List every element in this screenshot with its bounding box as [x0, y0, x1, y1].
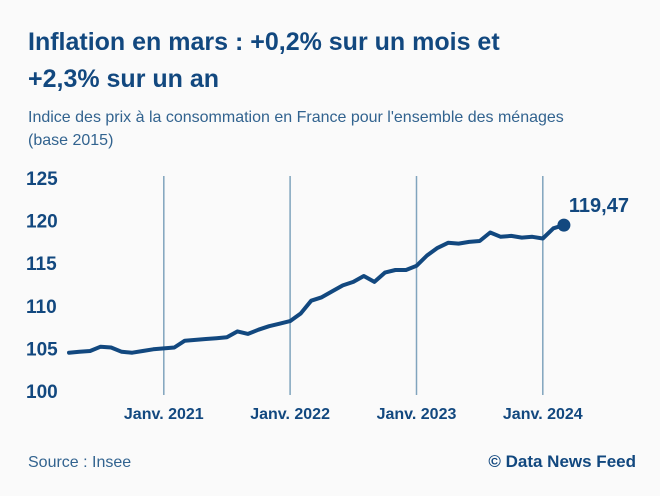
last-point-marker [557, 218, 571, 232]
source-label: Source : Insee [28, 454, 132, 471]
x-axis-label: Janv. 2024 [503, 406, 583, 423]
x-axis-label: Janv. 2022 [250, 406, 330, 423]
chart-footer: Source : Insee © Data News Feed [28, 452, 636, 472]
y-axis-label: 100 [26, 382, 58, 403]
last-value-label: 119,47 [569, 195, 629, 217]
chart-subtitle: Indice des prix à la consommation en Fra… [28, 106, 634, 152]
y-axis-label: 125 [26, 169, 58, 190]
y-axis-label: 110 [26, 297, 57, 318]
chart-canvas: Janv. 2021 Janv. 2022 Janv. 2023 Janv. 2024… [26, 169, 629, 423]
subtitle-line-2: (base 2015) [28, 132, 114, 149]
x-axis-label: Janv. 2021 [124, 406, 204, 423]
y-axis-label: 115 [26, 254, 57, 275]
title-line-2: +2,3% sur un an [28, 65, 220, 93]
title-line-1: Inflation en mars : +0,2% sur un mois et [28, 28, 500, 56]
x-axis-label: Janv. 2023 [377, 406, 457, 423]
chart-header: Inflation en mars : +0,2% sur un mois et… [28, 24, 634, 152]
inflation-line-chart: Janv. 2021 Janv. 2022 Janv. 2023 Janv. 2024… [0, 158, 660, 438]
page-title: Inflation en mars : +0,2% sur un mois et… [28, 24, 634, 98]
credit-label: © Data News Feed [488, 452, 636, 471]
y-axis-label: 105 [26, 339, 58, 360]
cpi-series-line [67, 223, 566, 355]
y-axis-label: 120 [26, 212, 58, 233]
subtitle-line-1: Indice des prix à la consommation en Fra… [28, 109, 564, 126]
